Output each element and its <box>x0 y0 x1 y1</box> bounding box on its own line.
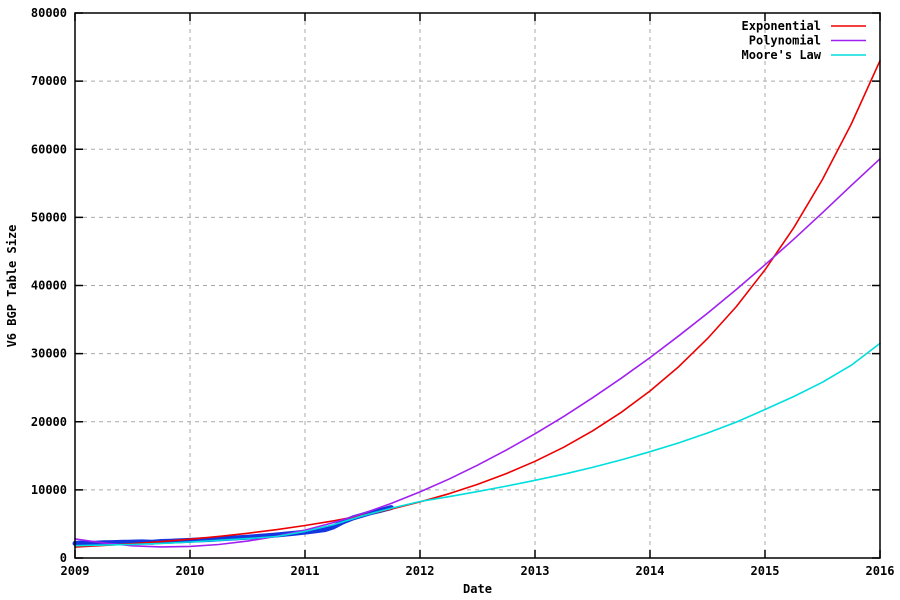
series-exponential-fit-line <box>74 59 881 548</box>
series-moores-law-fit-line <box>74 342 881 547</box>
series-polynomial-fit-line <box>74 158 881 548</box>
x-axis-tick-label: 2015 <box>751 564 780 578</box>
y-axis-tick-label: 80000 <box>31 6 67 20</box>
y-axis-tick-label: 20000 <box>31 415 67 429</box>
legend-label-exponential-fit: Exponential <box>742 19 821 33</box>
x-axis-tick-label: 2010 <box>176 564 205 578</box>
y-axis-tick-label: 50000 <box>31 210 67 224</box>
y-axis-tick-label: 10000 <box>31 483 67 497</box>
y-axis-tick-label: 70000 <box>31 74 67 88</box>
x-axis-tick-label: 2012 <box>406 564 435 578</box>
x-axis-tick-label: 2014 <box>636 564 665 578</box>
series-measured-data-line <box>72 505 394 546</box>
x-axis-tick-label: 2016 <box>866 564 895 578</box>
x-axis-tick-label: 2013 <box>521 564 550 578</box>
legend-label-polynomial-fit: Polynomial <box>749 34 821 48</box>
legend-label-moores-law-fit: Moore's Law <box>742 48 822 62</box>
x-axis-tick-label: 2009 <box>61 564 90 578</box>
y-axis-title: V6 BGP Table Size <box>5 224 19 348</box>
y-axis-tick-label: 30000 <box>31 347 67 361</box>
y-axis-tick-label: 40000 <box>31 279 67 293</box>
y-axis-tick-label: 0 <box>60 551 67 565</box>
x-axis-title: Date <box>463 582 492 596</box>
x-axis-tick-label: 2011 <box>291 564 320 578</box>
y-axis-tick-label: 60000 <box>31 142 67 156</box>
